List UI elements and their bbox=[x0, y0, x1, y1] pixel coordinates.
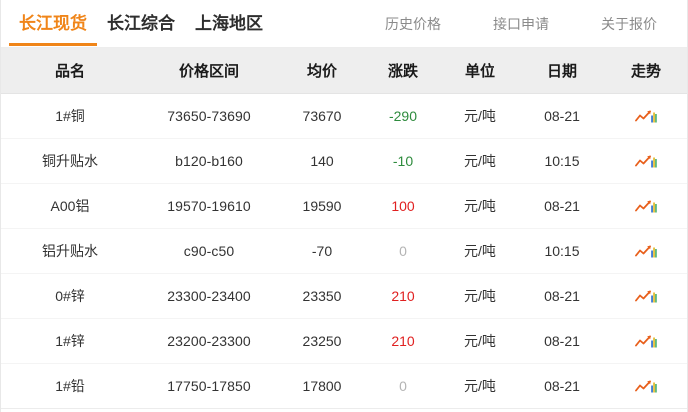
trend-chart-icon[interactable] bbox=[635, 379, 657, 394]
cell-unit: 元/吨 bbox=[441, 228, 519, 274]
tab-changjiang-composite[interactable]: 长江综合 bbox=[97, 1, 185, 47]
column-header-change: 涨跌 bbox=[365, 48, 441, 94]
table-header: 品名 价格区间 均价 涨跌 单位 日期 走势 bbox=[1, 48, 687, 94]
cell-unit: 元/吨 bbox=[441, 93, 519, 139]
cell-unit: 元/吨 bbox=[441, 138, 519, 184]
cell-average-price: 73670 bbox=[279, 93, 365, 139]
cell-change: 210 bbox=[365, 318, 441, 364]
cell-date: 10:15 bbox=[519, 138, 605, 184]
cell-trend bbox=[605, 138, 687, 184]
table-row[interactable]: 1#铜 73650-73690 73670 -290 元/吨 08-21 bbox=[1, 93, 687, 139]
market-tab-group: 长江现货 长江综合 上海地区 bbox=[9, 1, 273, 47]
cell-trend bbox=[605, 183, 687, 229]
tab-label: 上海地区 bbox=[195, 13, 263, 33]
nav-link-history-price[interactable]: 历史价格 bbox=[359, 1, 467, 47]
cell-date: 08-21 bbox=[519, 318, 605, 364]
cell-change: -10 bbox=[365, 138, 441, 184]
cell-average-price: 17800 bbox=[279, 363, 365, 409]
cell-trend bbox=[605, 228, 687, 274]
trend-chart-icon[interactable] bbox=[635, 199, 657, 214]
table-row[interactable]: 铝升贴水 c90-c50 -70 0 元/吨 10:15 bbox=[1, 228, 687, 274]
cell-price-range: 73650-73690 bbox=[139, 93, 279, 139]
nav-link-about-quotes[interactable]: 关于报价 bbox=[575, 1, 679, 47]
column-header-trend: 走势 bbox=[605, 48, 687, 94]
cell-unit: 元/吨 bbox=[441, 363, 519, 409]
table-row[interactable]: A00铝 19570-19610 19590 100 元/吨 08-21 bbox=[1, 183, 687, 229]
tab-changjiang-spot[interactable]: 长江现货 bbox=[9, 1, 97, 47]
header-nav-group: 历史价格 接口申请 关于报价 bbox=[359, 1, 679, 47]
table-row[interactable]: 1#铅 17750-17850 17800 0 元/吨 08-21 bbox=[1, 363, 687, 409]
trend-chart-icon[interactable] bbox=[635, 334, 657, 349]
cell-unit: 元/吨 bbox=[441, 183, 519, 229]
cell-change: -290 bbox=[365, 93, 441, 139]
cell-date: 08-21 bbox=[519, 93, 605, 139]
cell-average-price: -70 bbox=[279, 228, 365, 274]
cell-trend bbox=[605, 318, 687, 364]
cell-trend bbox=[605, 273, 687, 319]
cell-product-name: 铝升贴水 bbox=[1, 228, 139, 274]
nav-link-label: 关于报价 bbox=[601, 15, 657, 32]
cell-price-range: c90-c50 bbox=[139, 228, 279, 274]
nav-link-label: 接口申请 bbox=[493, 15, 549, 32]
table-row[interactable]: 0#锌 23300-23400 23350 210 元/吨 08-21 bbox=[1, 273, 687, 319]
cell-trend bbox=[605, 363, 687, 409]
nav-link-api-application[interactable]: 接口申请 bbox=[467, 1, 575, 47]
tab-label: 长江现货 bbox=[19, 13, 87, 33]
column-header-name: 品名 bbox=[1, 48, 139, 94]
spot-price-table: 品名 价格区间 均价 涨跌 单位 日期 走势 1#铜 73650-73690 736… bbox=[1, 48, 687, 409]
cell-product-name: 1#铅 bbox=[1, 363, 139, 409]
column-header-date: 日期 bbox=[519, 48, 605, 94]
cell-change: 0 bbox=[365, 228, 441, 274]
cell-date: 08-21 bbox=[519, 273, 605, 319]
cell-product-name: 1#铜 bbox=[1, 93, 139, 139]
table-row[interactable]: 1#锌 23200-23300 23250 210 元/吨 08-21 bbox=[1, 318, 687, 364]
table-row[interactable]: 铜升贴水 b120-b160 140 -10 元/吨 10:15 bbox=[1, 138, 687, 184]
table-body: 1#铜 73650-73690 73670 -290 元/吨 08-21 铜升贴水 b120-… bbox=[1, 93, 687, 409]
cell-product-name: 0#锌 bbox=[1, 273, 139, 319]
cell-price-range: 23300-23400 bbox=[139, 273, 279, 319]
cell-date: 08-21 bbox=[519, 363, 605, 409]
cell-change: 100 bbox=[365, 183, 441, 229]
tab-label: 长江综合 bbox=[107, 13, 175, 33]
cell-date: 08-21 bbox=[519, 183, 605, 229]
cell-product-name: 1#锌 bbox=[1, 318, 139, 364]
trend-chart-icon[interactable] bbox=[635, 109, 657, 124]
trend-chart-icon[interactable] bbox=[635, 244, 657, 259]
trend-chart-icon[interactable] bbox=[635, 289, 657, 304]
cell-average-price: 23250 bbox=[279, 318, 365, 364]
cell-average-price: 19590 bbox=[279, 183, 365, 229]
header-bar: 长江现货 长江综合 上海地区 历史价格 接口申请 关于报价 bbox=[1, 0, 687, 48]
cell-change: 0 bbox=[365, 363, 441, 409]
trend-chart-icon[interactable] bbox=[635, 154, 657, 169]
cell-change: 210 bbox=[365, 273, 441, 319]
cell-product-name: A00铝 bbox=[1, 183, 139, 229]
tab-shanghai-region[interactable]: 上海地区 bbox=[185, 1, 273, 47]
table-header-row: 品名 价格区间 均价 涨跌 单位 日期 走势 bbox=[1, 48, 687, 94]
cell-price-range: b120-b160 bbox=[139, 138, 279, 184]
column-header-unit: 单位 bbox=[441, 48, 519, 94]
cell-date: 10:15 bbox=[519, 228, 605, 274]
cell-unit: 元/吨 bbox=[441, 273, 519, 319]
cell-price-range: 17750-17850 bbox=[139, 363, 279, 409]
column-header-range: 价格区间 bbox=[139, 48, 279, 94]
column-header-avg: 均价 bbox=[279, 48, 365, 94]
nav-link-label: 历史价格 bbox=[385, 15, 441, 32]
cell-product-name: 铜升贴水 bbox=[1, 138, 139, 184]
cell-trend bbox=[605, 93, 687, 139]
cell-average-price: 140 bbox=[279, 138, 365, 184]
cell-price-range: 19570-19610 bbox=[139, 183, 279, 229]
cell-price-range: 23200-23300 bbox=[139, 318, 279, 364]
cell-average-price: 23350 bbox=[279, 273, 365, 319]
cell-unit: 元/吨 bbox=[441, 318, 519, 364]
